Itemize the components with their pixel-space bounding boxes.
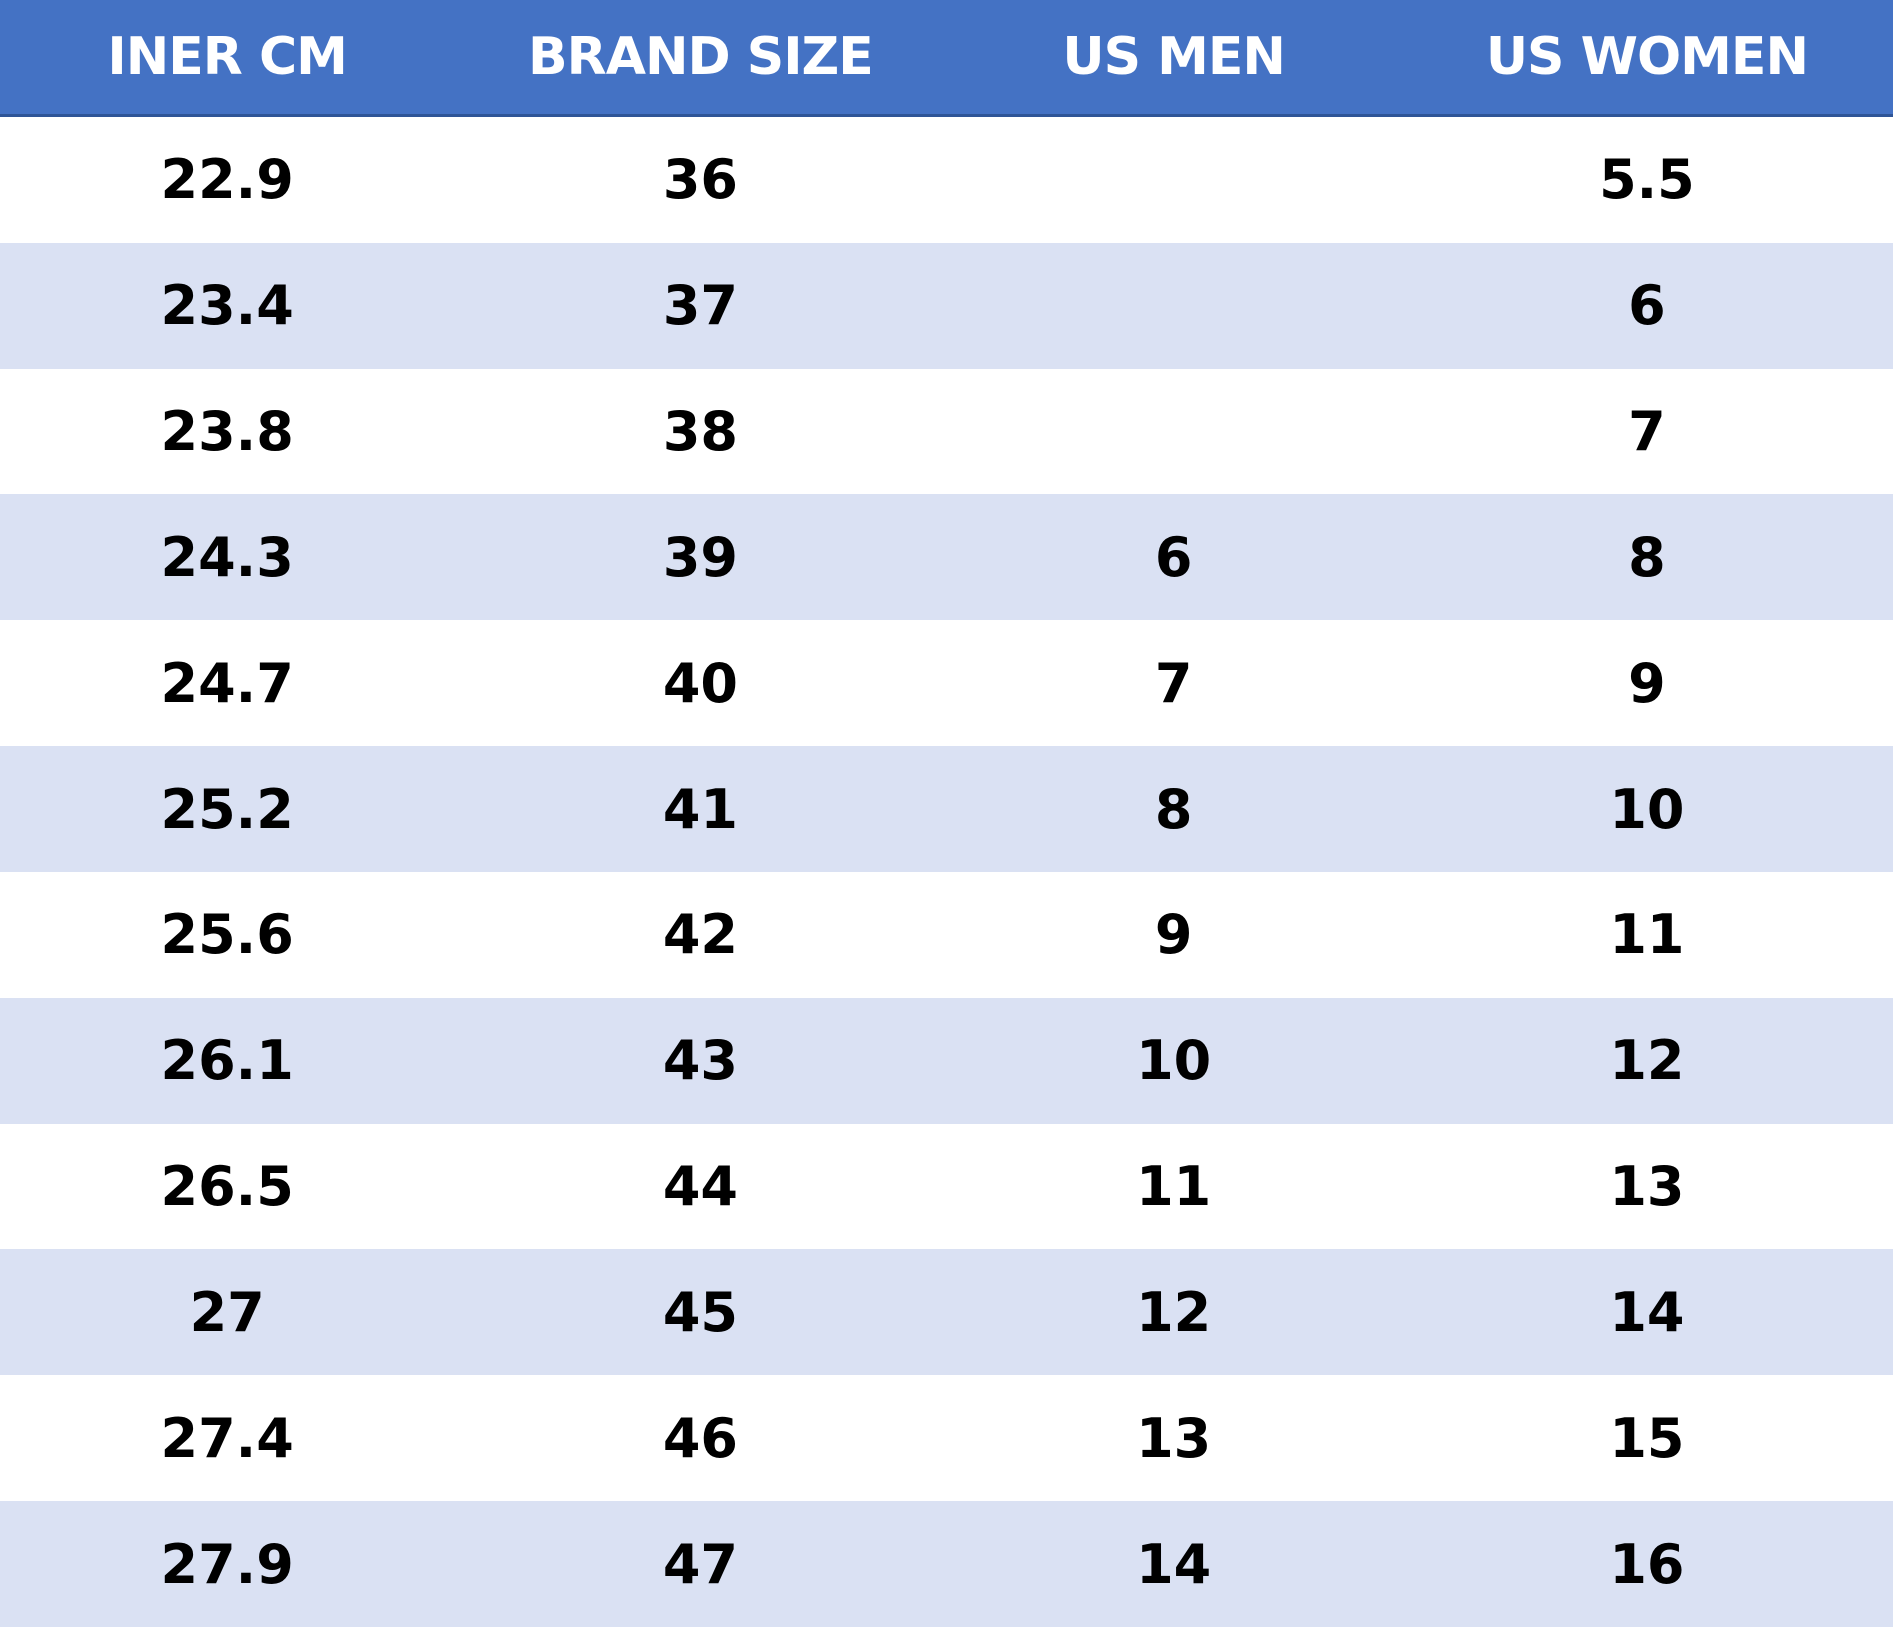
cell-iner-cm: 27.9: [0, 1501, 455, 1627]
cell-us-women: 10: [1400, 746, 1893, 872]
cell-iner-cm: 27.4: [0, 1375, 455, 1502]
cell-us-men: 11: [946, 1123, 1401, 1250]
cell-brand-size: 40: [454, 620, 947, 747]
column-header-us-men: US MEN: [946, 0, 1401, 117]
table-row: 22.9 36 5.5: [0, 115, 1893, 243]
column-header-iner-cm: INER CM: [0, 0, 455, 117]
cell-us-men: 6: [946, 494, 1401, 621]
cell-us-men: [946, 368, 1401, 495]
cell-us-men: 10: [946, 997, 1401, 1124]
cell-brand-size: 42: [454, 871, 947, 998]
table-row: 23.4 37 6: [0, 242, 1893, 369]
cell-us-women: 9: [1400, 620, 1893, 747]
cell-us-men: [946, 115, 1401, 243]
cell-brand-size: 41: [454, 746, 947, 872]
cell-us-women: 6: [1400, 242, 1893, 369]
cell-iner-cm: 23.4: [0, 242, 455, 369]
cell-brand-size: 43: [454, 997, 947, 1124]
cell-us-men: 9: [946, 871, 1401, 998]
cell-us-men: 14: [946, 1501, 1401, 1627]
cell-brand-size: 38: [454, 368, 947, 495]
cell-brand-size: 44: [454, 1123, 947, 1250]
table-row: 26.1 43 10 12: [0, 997, 1893, 1124]
cell-iner-cm: 24.3: [0, 494, 455, 621]
table-row: 24.3 39 6 8: [0, 494, 1893, 621]
table-row: 23.8 38 7: [0, 368, 1893, 495]
table-row: 27.4 46 13 15: [0, 1375, 1893, 1502]
cell-us-men: [946, 242, 1401, 369]
cell-us-men: 7: [946, 620, 1401, 747]
cell-brand-size: 39: [454, 494, 947, 621]
cell-iner-cm: 23.8: [0, 368, 455, 495]
cell-us-women: 12: [1400, 997, 1893, 1124]
cell-us-women: 13: [1400, 1123, 1893, 1250]
cell-iner-cm: 22.9: [0, 115, 455, 243]
cell-us-men: 8: [946, 746, 1401, 872]
cell-iner-cm: 27: [0, 1249, 455, 1376]
cell-us-men: 12: [946, 1249, 1401, 1376]
cell-iner-cm: 25.6: [0, 871, 455, 998]
header-row: INER CM BRAND SIZE US MEN US WOMEN: [0, 0, 1893, 117]
cell-brand-size: 46: [454, 1375, 947, 1502]
cell-us-women: 15: [1400, 1375, 1893, 1502]
cell-us-men: 13: [946, 1375, 1401, 1502]
cell-us-women: 8: [1400, 494, 1893, 621]
table-row: 27.9 47 14 16: [0, 1501, 1893, 1627]
column-header-us-women: US WOMEN: [1400, 0, 1893, 117]
table-row: 26.5 44 11 13: [0, 1123, 1893, 1250]
column-header-brand-size: BRAND SIZE: [454, 0, 947, 117]
cell-us-women: 7: [1400, 368, 1893, 495]
cell-iner-cm: 26.1: [0, 997, 455, 1124]
cell-us-women: 16: [1400, 1501, 1893, 1627]
table-row: 25.2 41 8 10: [0, 746, 1893, 872]
cell-us-women: 11: [1400, 871, 1893, 998]
cell-iner-cm: 26.5: [0, 1123, 455, 1250]
cell-iner-cm: 25.2: [0, 746, 455, 872]
cell-us-women: 14: [1400, 1249, 1893, 1376]
cell-us-women: 5.5: [1400, 115, 1893, 243]
cell-iner-cm: 24.7: [0, 620, 455, 747]
cell-brand-size: 36: [454, 115, 947, 243]
cell-brand-size: 45: [454, 1249, 947, 1376]
table-row: 27 45 12 14: [0, 1249, 1893, 1376]
table-row: 24.7 40 7 9: [0, 620, 1893, 747]
table-row: 25.6 42 9 11: [0, 871, 1893, 998]
cell-brand-size: 37: [454, 242, 947, 369]
cell-brand-size: 47: [454, 1501, 947, 1627]
